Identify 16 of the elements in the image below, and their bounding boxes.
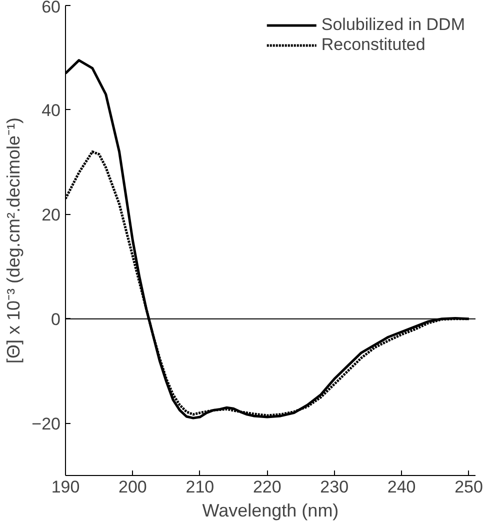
x-tick-label: 240	[387, 478, 416, 496]
x-tick-label: 230	[320, 478, 349, 496]
legend-label: Reconstituted	[321, 35, 426, 55]
x-tick-label: 200	[118, 478, 147, 496]
x-axis-title: Wavelength (nm)	[202, 500, 339, 520]
y-tick-label: 20	[42, 205, 61, 224]
legend-label: Solubilized in DDM	[321, 15, 465, 35]
y-tick-label: −20	[32, 414, 61, 434]
y-tick-label: 40	[42, 100, 61, 120]
x-tick-label: 190	[51, 478, 80, 496]
y-tick-label: 60	[42, 0, 61, 16]
y-axis-title: [Θ] x 10⁻³ (deg.cm².decimole⁻¹)	[4, 117, 24, 364]
x-tick-label: 250	[454, 478, 483, 496]
x-tick-label: 220	[252, 478, 282, 496]
x-tick-label: 210	[186, 478, 214, 496]
y-tick-label: 0	[51, 310, 61, 329]
